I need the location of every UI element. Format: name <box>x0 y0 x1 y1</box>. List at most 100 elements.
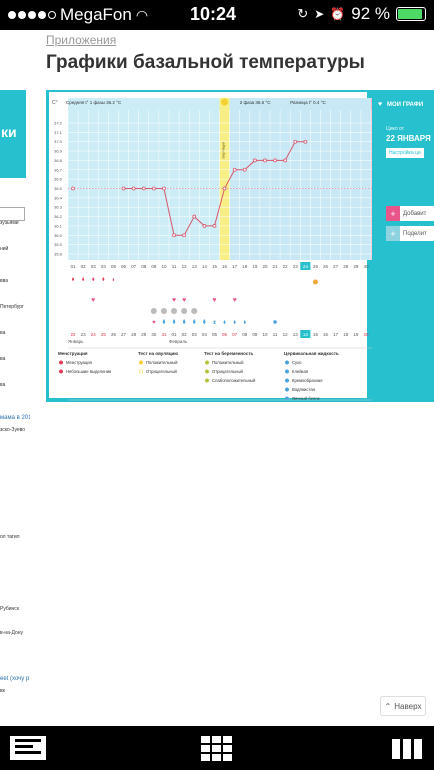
date-label: 31 <box>161 332 167 337</box>
left-link-2[interactable]: вва <box>0 278 9 284</box>
left-link-3[interactable]: Петербург <box>0 304 24 310</box>
web-page[interactable]: Приложения Графики базальной температуры… <box>0 30 434 726</box>
legend-marker <box>204 360 210 365</box>
legend-marker <box>284 378 290 383</box>
date-label: 27 <box>121 332 127 337</box>
reader-view-icon[interactable] <box>10 736 46 760</box>
day-number: 10 <box>161 264 167 269</box>
day-number: 20 <box>262 264 268 269</box>
date-label: 03 <box>192 332 198 337</box>
temperature-point <box>162 186 166 191</box>
left-link-7[interactable]: мама в 201 <box>0 415 30 421</box>
signal-icon <box>8 11 56 19</box>
temperature-point <box>252 158 257 163</box>
y-tick-label: 36.9 <box>54 149 63 154</box>
date-label: 04 <box>202 332 208 337</box>
grid-tabs-icon[interactable] <box>201 736 233 762</box>
medicine-icon <box>171 308 178 314</box>
left-link-12[interactable]: ол тагил <box>0 534 20 540</box>
share-button[interactable]: + Поделит <box>386 226 434 241</box>
left-link-0[interactable]: зузьями <box>0 220 19 226</box>
scroll-top-label: Наверх <box>394 701 422 711</box>
cycle-from-label: Цикл от <box>386 126 405 132</box>
day-number: 11 <box>172 264 177 269</box>
basal-temperature-chart: C° Средняя t° 1 фазы 36.2 °C 2 фаза 36.6 °… <box>46 90 372 402</box>
y-tick-label: 36.6 <box>54 177 63 182</box>
day-number: 09 <box>151 264 157 269</box>
menstruation-drop <box>72 277 75 281</box>
day-number: 03 <box>91 264 97 269</box>
add-button[interactable]: + Добавит <box>386 206 434 221</box>
share-icon: + <box>386 226 400 241</box>
menstruation-drop <box>102 277 105 281</box>
date-label: 18 <box>343 332 349 337</box>
menstruation-drop <box>92 277 95 281</box>
status-right: ↻ ➤ ⏰ 92 % <box>297 4 426 24</box>
cervical-fluid-icon <box>203 319 206 324</box>
legend-item: Отрицательный <box>146 369 177 374</box>
cycle-settings-button[interactable]: Настройка ци <box>386 148 424 158</box>
left-link-4[interactable]: ва <box>0 330 6 336</box>
left-link-16[interactable]: eet (хочу р <box>0 676 30 682</box>
day-number: 16 <box>222 264 228 269</box>
date-label: 07 <box>232 332 238 337</box>
phase1-average-label: Средняя t° 1 фазы 36.2 °C <box>66 100 122 105</box>
cervical-fluid-icon <box>233 320 236 324</box>
left-link-1[interactable]: ний <box>0 246 9 252</box>
left-link-5[interactable]: ва <box>0 356 6 362</box>
temperature-point <box>273 158 277 163</box>
left-link-6[interactable]: ва <box>0 382 6 388</box>
day-number: 14 <box>202 264 208 269</box>
y-tick-label: 35.9 <box>54 242 63 247</box>
date-label: 10 <box>262 332 268 337</box>
left-search-input[interactable] <box>0 207 25 221</box>
y-unit-label: C° <box>52 100 58 106</box>
left-banner[interactable]: ки <box>0 90 26 178</box>
day-number: 01 <box>71 264 77 269</box>
add-label: Добавит <box>403 210 427 217</box>
day-number: 19 <box>252 264 258 269</box>
temperature-point <box>283 158 288 163</box>
day-number: 28 <box>343 264 349 269</box>
legend-marker <box>58 369 64 374</box>
date-label: 06 <box>222 332 228 337</box>
legend-title: Тест на беременность <box>204 350 254 356</box>
cervical-fluid-icon <box>162 319 166 324</box>
left-link-17[interactable]: вк <box>0 688 5 694</box>
legend-title: Тест на овуляцию <box>138 351 178 356</box>
left-link-15[interactable]: в-на-Дону <box>0 630 24 636</box>
left-link-14[interactable]: Рубинск <box>0 606 19 612</box>
cervical-fluid-icon <box>182 319 186 324</box>
day-number: 25 <box>313 264 319 269</box>
day-number: 21 <box>273 264 279 269</box>
intercourse-heart-icon: ♥ <box>212 297 216 304</box>
day-number: 06 <box>121 264 127 269</box>
legend-marker <box>204 378 210 383</box>
y-tick-label: 36.8 <box>54 158 63 163</box>
legend-marker <box>138 369 144 374</box>
day-number: 18 <box>242 264 248 269</box>
scroll-top-button[interactable]: ⌃ Наверх <box>380 696 426 716</box>
right-panel: ♥ МОИ ГРАФИ Цикл от 22 ЯНВАРЯ Настройка … <box>372 90 434 402</box>
legend-item: Менструация <box>66 360 92 365</box>
spotting-drop <box>112 278 115 281</box>
lunar-calendar-icon <box>312 279 318 285</box>
y-tick-label: 36.2 <box>54 214 63 219</box>
left-link-8[interactable]: зско-Зуево <box>0 427 26 433</box>
date-label: 12 <box>283 332 289 337</box>
breadcrumb[interactable]: Приложения <box>46 33 117 47</box>
temperature-point <box>121 186 126 191</box>
temperature-point <box>172 233 176 238</box>
legend-item: Клейкая <box>292 369 308 374</box>
day-number: 26 <box>323 264 329 269</box>
temperature-point <box>202 224 207 228</box>
legend-item: Слабоположительный <box>212 378 256 383</box>
temperature-difference-label: Разница t° 0.4 °C <box>290 100 326 105</box>
day-number: 30 <box>363 264 369 269</box>
legend-marker <box>58 360 64 365</box>
date-label: 09 <box>252 332 258 337</box>
legend-marker <box>284 387 290 392</box>
columns-icon[interactable] <box>392 739 422 759</box>
y-tick-label: 37.2 <box>54 121 63 126</box>
legend-item: Сухо <box>292 360 302 365</box>
